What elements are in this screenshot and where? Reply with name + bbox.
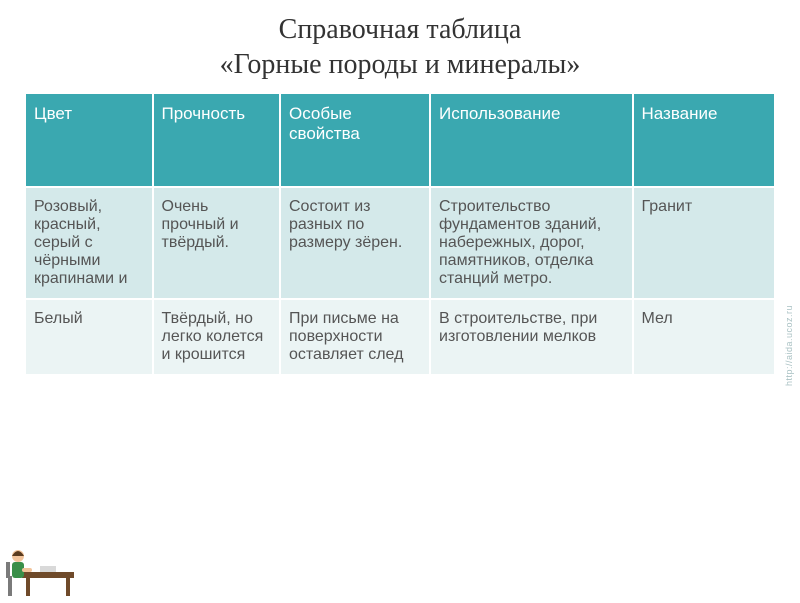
col-usage: Использование — [430, 93, 633, 187]
reference-table: Цвет Прочность Особые свойства Использов… — [24, 92, 776, 376]
col-name: Название — [633, 93, 776, 187]
cell-color: Белый — [25, 299, 153, 375]
watermark: http://aida.ucoz.ru — [784, 305, 794, 386]
col-properties: Особые свойства — [280, 93, 430, 187]
table-header-row: Цвет Прочность Особые свойства Использов… — [25, 93, 775, 187]
cell-name: Мел — [633, 299, 776, 375]
table-row: Белый Твёрдый, но легко колется и крошит… — [25, 299, 775, 375]
slide-title: Справочная таблица «Горные породы и мине… — [24, 12, 776, 82]
cell-usage: В строительстве, при изготовлении мелков — [430, 299, 633, 375]
table-row: Розовый, красный, серый с чёрными крапин… — [25, 187, 775, 299]
cell-properties: При письме на поверхности оставляет след — [280, 299, 430, 375]
cell-properties: Состоит из разных по размеру зёрен. — [280, 187, 430, 299]
col-color: Цвет — [25, 93, 153, 187]
cell-name: Гранит — [633, 187, 776, 299]
person-at-desk-icon — [4, 542, 76, 598]
cell-color: Розовый, красный, серый с чёрными крапин… — [25, 187, 153, 299]
cell-strength: Твёрдый, но легко колется и крошится — [153, 299, 281, 375]
cell-usage: Строительство фундаментов зданий, набере… — [430, 187, 633, 299]
slide: Справочная таблица «Горные породы и мине… — [0, 0, 800, 600]
title-line-2: «Горные породы и минералы» — [24, 47, 776, 82]
cell-strength: Очень прочный и твёрдый. — [153, 187, 281, 299]
title-line-1: Справочная таблица — [24, 12, 776, 47]
col-strength: Прочность — [153, 93, 281, 187]
